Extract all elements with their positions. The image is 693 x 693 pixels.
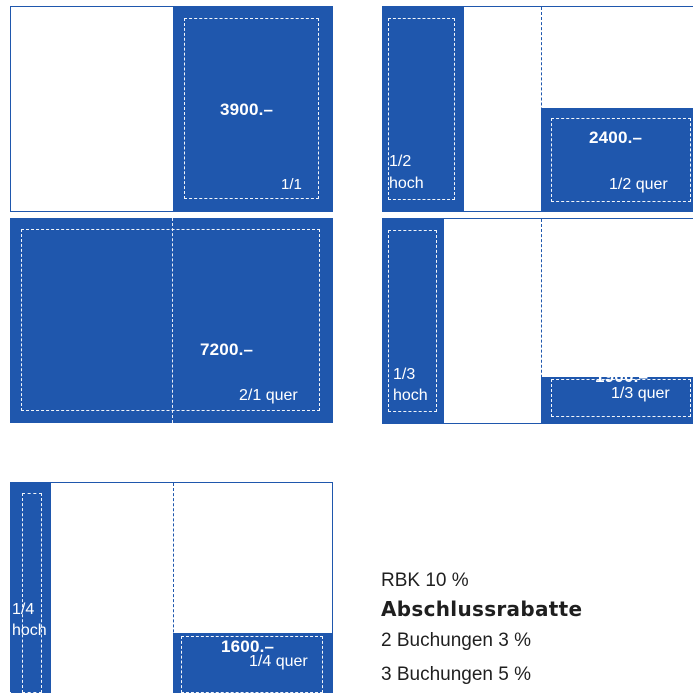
label-third-page-landscape: 1/3 quer bbox=[611, 385, 670, 403]
ad-full-page: 3900.– 1/1 bbox=[10, 6, 333, 212]
discount-heading: Abschlussrabatte bbox=[381, 597, 582, 621]
discount-item-3: 3 Buchungen 5 % bbox=[381, 664, 531, 686]
ad-third-page-landscape-area: 1900.– 1/3 quer bbox=[541, 377, 693, 423]
ad-quarter-page-landscape-area: 1600.– 1/4 quer bbox=[173, 633, 333, 693]
label-quarter-page-landscape: 1/4 quer bbox=[249, 653, 308, 671]
bleed-frame bbox=[22, 493, 42, 693]
ad-full-page-area: 3900.– 1/1 bbox=[173, 7, 333, 211]
ad-half-page: 1/2 hoch 2400.– 1/2 quer bbox=[382, 6, 693, 212]
ad-quarter-page: 1/4 hoch 1600.– 1/4 quer bbox=[10, 482, 333, 692]
label-third-page-portrait-2: hoch bbox=[393, 387, 428, 405]
discount-item-2: 2 Buchungen 3 % bbox=[381, 630, 531, 652]
price-third-page: 1900.– bbox=[595, 367, 648, 387]
label-quarter-page-portrait-1: 1/4 bbox=[12, 601, 34, 619]
rbk-discount: RBK 10 % bbox=[381, 570, 469, 592]
bleed-frame bbox=[388, 18, 455, 200]
bleed-frame bbox=[21, 229, 320, 411]
label-third-page-portrait-1: 1/3 bbox=[393, 366, 415, 384]
price-half-page: 2400.– bbox=[589, 128, 642, 148]
bleed-frame bbox=[388, 230, 437, 412]
label-full-page: 1/1 bbox=[281, 176, 302, 194]
ad-third-page-portrait-area: 1/3 hoch bbox=[383, 219, 444, 423]
ad-third-page: 1/3 hoch 1900.– 1/3 quer bbox=[382, 218, 693, 424]
ad-double-page: 7200.– 2/1 quer bbox=[10, 218, 333, 423]
price-full-page: 3900.– bbox=[220, 100, 273, 120]
ad-quarter-page-portrait-area: 1/4 hoch bbox=[11, 483, 51, 693]
label-quarter-page-portrait-2: hoch bbox=[12, 622, 47, 640]
label-half-page-portrait-1: 1/2 bbox=[389, 153, 411, 171]
ad-half-page-landscape-area: 2400.– 1/2 quer bbox=[541, 108, 693, 211]
label-half-page-portrait-2: hoch bbox=[389, 175, 424, 193]
label-half-page-landscape: 1/2 quer bbox=[609, 176, 668, 194]
label-double-page: 2/1 quer bbox=[239, 387, 298, 405]
price-double-page: 7200.– bbox=[200, 340, 253, 360]
ad-half-page-portrait-area: 1/2 hoch bbox=[383, 7, 464, 211]
